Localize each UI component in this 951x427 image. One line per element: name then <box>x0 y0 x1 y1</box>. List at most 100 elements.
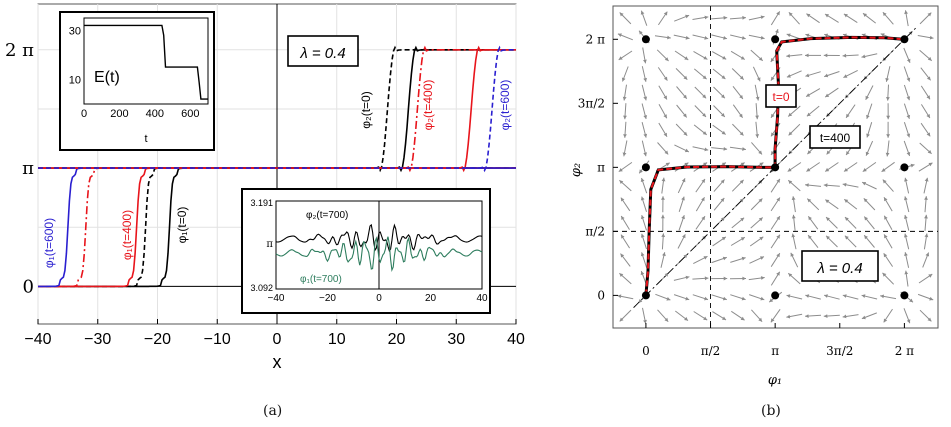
b-ytick-label: π <box>597 160 605 174</box>
stream-arrowhead <box>786 314 791 319</box>
stream-arrowhead <box>825 93 830 98</box>
stream-arrowhead <box>806 167 811 172</box>
stream-arrowhead <box>882 272 887 277</box>
stream-arrowhead <box>661 214 665 219</box>
fixed-point <box>641 291 650 300</box>
stream-arrowhead <box>701 197 705 202</box>
curve-label-phi2-t600: φ₂(t=600) <box>498 80 512 131</box>
stream-arrowhead <box>770 57 775 62</box>
energy-curve <box>84 24 208 100</box>
stream-arrowhead <box>721 75 726 79</box>
stream-arrowhead <box>927 12 932 17</box>
stream-arrowhead <box>739 131 744 136</box>
fluct-inset-frame <box>241 188 491 314</box>
stream-arrowhead <box>825 167 830 172</box>
fluct-curve-0 <box>275 223 483 252</box>
stream-arrowhead <box>807 150 812 155</box>
t0-box <box>765 84 797 108</box>
stream-arrowhead <box>771 132 775 137</box>
fixed-point <box>641 35 650 44</box>
stream-arrowhead <box>722 296 727 301</box>
stream-arrowhead <box>685 296 690 301</box>
fixed-point <box>771 163 780 172</box>
stream-arrowhead <box>788 180 793 185</box>
stream-arrowhead <box>758 217 763 222</box>
a-ytick-label: π <box>22 158 34 179</box>
stream-arrowhead <box>665 162 670 167</box>
stream-arrowhead <box>906 133 911 138</box>
stream-arrowhead <box>842 314 847 319</box>
stream-arrowhead <box>885 78 889 82</box>
stream-arrowhead <box>623 134 627 138</box>
stream-arrowhead <box>742 276 746 281</box>
stream-arrowhead <box>685 14 690 19</box>
stream-arrowhead <box>739 75 744 80</box>
t0-label: t=0 <box>772 90 789 104</box>
fluct-ytop: 3.191 <box>250 198 273 208</box>
stream-arrowhead <box>906 114 911 119</box>
stream-arrowhead <box>620 197 625 202</box>
stream-arrowhead <box>806 93 811 97</box>
stream-arrowhead <box>844 235 849 240</box>
stream-arrowhead <box>617 33 622 37</box>
fixed-point <box>900 291 909 300</box>
stream-arrowhead <box>760 15 765 20</box>
stream-arrowhead <box>906 152 911 156</box>
stream-arrowhead <box>758 150 762 155</box>
stream-arrowhead <box>682 234 686 239</box>
stream-arrowhead <box>825 14 829 18</box>
stream-arrowhead <box>740 237 745 241</box>
stream-arrowhead <box>640 233 645 238</box>
stream-arrowhead <box>720 198 725 202</box>
stream-arrowhead <box>904 177 908 182</box>
stream-arrowhead <box>805 33 810 38</box>
energy-xtick: 200 <box>110 108 128 120</box>
stream-arrowhead <box>805 294 810 298</box>
stream-arrowhead <box>723 36 727 40</box>
stream-arrowhead <box>664 272 669 277</box>
stream-arrowhead <box>721 94 725 99</box>
stream-arrowhead <box>909 298 913 303</box>
stream-arrowhead <box>758 317 763 322</box>
lambda-label-b: λ = 0.4 <box>816 260 862 277</box>
stream-arrowhead <box>884 197 888 202</box>
stream-arrowhead <box>681 215 685 220</box>
stream-arrowhead <box>882 179 887 184</box>
stream-arrowhead <box>684 56 689 60</box>
stream-arrowhead <box>861 54 866 59</box>
stream-arrowhead <box>702 94 707 99</box>
stream-arrowhead <box>701 216 705 221</box>
a-xtick-label: 10 <box>328 331 346 348</box>
stream-arrowhead <box>722 316 726 320</box>
stream-arrowhead <box>755 115 759 120</box>
stream-arrowhead <box>882 12 887 17</box>
stream-arrowhead <box>701 179 705 183</box>
stream-arrowhead <box>927 317 932 322</box>
a-xtick-label: 0 <box>273 331 282 348</box>
energy-xtick: 600 <box>181 108 199 120</box>
fluct-xtick: −20 <box>319 293 336 304</box>
stream-arrowhead <box>904 215 908 219</box>
energy-ylabel: E(t) <box>94 69 120 86</box>
stream-arrowhead <box>770 76 775 81</box>
stream-arrowhead <box>723 147 728 151</box>
stream-arrowhead <box>664 150 669 155</box>
curve-label-phi2-t400: φ₂(t=400) <box>421 80 435 131</box>
stream-arrowhead <box>661 233 666 237</box>
stream-arrowhead <box>638 299 643 303</box>
stream-arrowhead <box>928 162 933 167</box>
stream-arrowhead <box>927 150 932 154</box>
a-xtick-label: 20 <box>388 331 406 348</box>
stream-arrowhead <box>880 294 884 299</box>
stream-arrowhead <box>824 294 828 298</box>
stream-arrowhead <box>760 276 765 280</box>
stream-arrowhead <box>825 199 830 204</box>
a-xtick-label: −30 <box>84 331 111 348</box>
stream-arrowhead <box>685 275 690 280</box>
stream-arrowhead <box>739 113 743 118</box>
stream-arrowhead <box>823 314 828 318</box>
stream-arrowhead <box>643 133 648 138</box>
stream-arrowhead <box>667 35 671 40</box>
stream-arrowhead <box>622 96 627 101</box>
stream-arrowhead <box>929 35 934 40</box>
